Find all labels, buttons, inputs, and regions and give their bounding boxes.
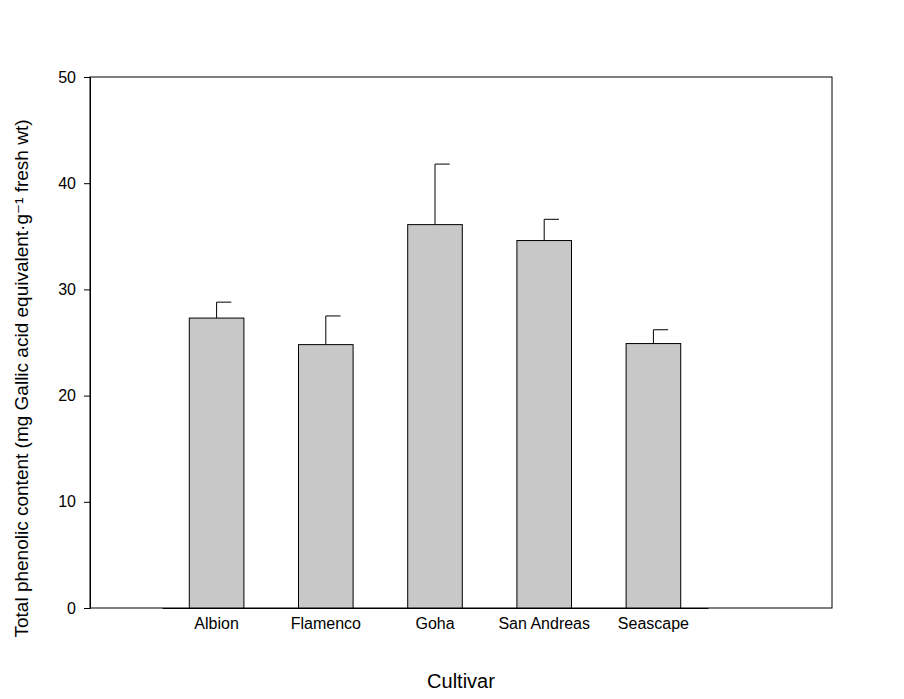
bar xyxy=(408,225,463,608)
chart: 0 10 20 30 40 50 Albion Flamenco Goha San Andreas… xyxy=(0,0,904,699)
error-bar xyxy=(653,330,668,344)
y-tick-label: 50 xyxy=(58,69,76,86)
y-tick-label: 40 xyxy=(58,175,76,192)
error-bar-cap xyxy=(217,302,232,303)
x-tick-label: Flamenco xyxy=(291,615,361,632)
x-tick-label: Albion xyxy=(194,615,238,632)
y-tick-label: 0 xyxy=(67,600,76,617)
x-axis: Albion Flamenco Goha San Andreas Seascape xyxy=(163,608,709,632)
plot-frame xyxy=(90,77,832,608)
bar xyxy=(189,318,244,608)
x-axis-line xyxy=(163,608,709,609)
y-tick-mark xyxy=(84,396,90,397)
x-tick: San Andreas xyxy=(498,608,590,632)
y-tick: 10 xyxy=(58,493,90,510)
x-axis-title: Cultivar xyxy=(427,670,495,692)
y-tick-label: 20 xyxy=(58,387,76,404)
y-axis: 0 10 20 30 40 50 xyxy=(58,69,90,617)
y-axis-title: Total phenolic content (mg Gallic acid e… xyxy=(11,120,32,638)
error-bar-cap xyxy=(435,164,450,165)
error-bar xyxy=(326,316,341,345)
x-tick: Seascape xyxy=(618,608,689,632)
y-tick-mark xyxy=(84,502,90,503)
error-bar-stem xyxy=(544,219,545,240)
y-tick: 40 xyxy=(58,175,90,192)
y-tick-mark xyxy=(84,77,90,78)
x-tick: Flamenco xyxy=(291,608,361,632)
y-tick-label: 30 xyxy=(58,281,76,298)
y-tick-label: 10 xyxy=(58,493,76,510)
y-tick-mark xyxy=(84,289,90,290)
y-tick-mark xyxy=(84,183,90,184)
bars xyxy=(189,164,680,608)
y-tick: 0 xyxy=(67,600,90,617)
error-bar xyxy=(435,164,450,225)
error-bar-cap xyxy=(653,329,668,330)
bar xyxy=(626,344,681,608)
error-bar-stem xyxy=(653,330,654,344)
x-tick: Albion xyxy=(194,608,238,632)
error-bar-stem xyxy=(325,316,326,345)
y-tick: 30 xyxy=(58,281,90,298)
x-tick-label: Goha xyxy=(415,615,454,632)
y-tick: 50 xyxy=(58,69,90,86)
error-bar-stem xyxy=(216,302,217,318)
y-tick: 20 xyxy=(58,387,90,404)
bar xyxy=(517,241,572,608)
y-tick-mark xyxy=(84,608,90,609)
error-bar-stem xyxy=(435,164,436,225)
error-bar xyxy=(544,219,559,240)
error-bar-cap xyxy=(544,219,559,220)
error-bar-cap xyxy=(326,315,341,316)
x-tick: Goha xyxy=(415,608,454,632)
x-tick-label: Seascape xyxy=(618,615,689,632)
x-tick-label: San Andreas xyxy=(498,615,590,632)
bar xyxy=(299,345,354,608)
error-bar xyxy=(217,302,232,318)
y-axis-line xyxy=(84,78,91,609)
